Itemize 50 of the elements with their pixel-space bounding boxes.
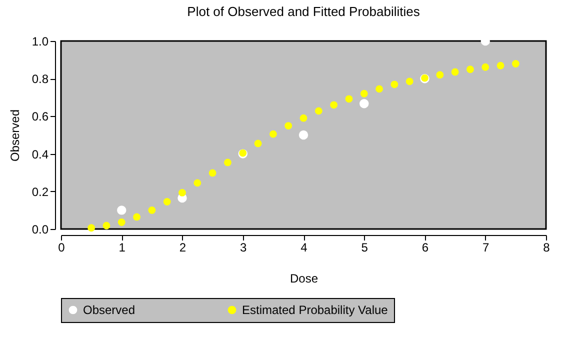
point <box>512 60 520 68</box>
x-tick-label: 0 <box>58 240 66 254</box>
x-tick-label: 1 <box>118 240 126 254</box>
chart-title: Plot of Observed and Fitted Probabilities <box>187 4 420 19</box>
point <box>117 206 126 215</box>
point <box>314 107 322 115</box>
x-axis-title: Dose <box>290 272 318 286</box>
point <box>390 80 398 88</box>
x-tick-label: 5 <box>361 240 368 254</box>
legend-label: Observed <box>83 303 136 317</box>
y-tick-label: 0.2 <box>32 184 49 199</box>
y-tick-label: 0.6 <box>32 110 49 124</box>
point <box>406 78 414 86</box>
point <box>208 169 216 177</box>
point <box>224 158 232 166</box>
x-tick-label: 6 <box>422 240 429 254</box>
point <box>88 224 96 232</box>
x-tick-label: 7 <box>482 240 490 254</box>
point <box>330 101 338 109</box>
x-tick-label: 3 <box>240 240 248 254</box>
point <box>482 63 490 71</box>
point <box>178 189 186 196</box>
point <box>466 66 474 74</box>
point <box>496 62 504 70</box>
point <box>163 198 171 206</box>
y-tick-label: 0.4 <box>32 147 49 162</box>
point <box>194 179 202 187</box>
point <box>148 206 156 214</box>
x-tick-label: 8 <box>543 240 550 254</box>
point <box>345 95 353 103</box>
y-tick-label: 1.0 <box>32 34 49 48</box>
point <box>102 222 110 230</box>
y-tick-label: 0.0 <box>32 222 49 236</box>
point <box>451 68 459 76</box>
x-tick-label: 4 <box>300 240 308 254</box>
point <box>118 218 126 226</box>
point <box>254 140 262 148</box>
point <box>300 114 308 122</box>
point <box>436 71 444 79</box>
point <box>133 213 140 221</box>
y-tick-label: 0.8 <box>32 72 49 86</box>
point <box>360 90 368 98</box>
y-axis-title: Observed <box>8 109 22 162</box>
point <box>376 85 383 93</box>
point <box>284 122 292 130</box>
point <box>269 130 277 138</box>
point <box>360 99 369 108</box>
point <box>298 130 308 140</box>
legend-label: Estimated Probability Value <box>242 303 388 317</box>
x-tick-label: 2 <box>179 240 186 254</box>
